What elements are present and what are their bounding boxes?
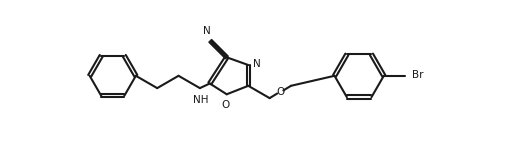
Text: O: O bbox=[276, 87, 284, 97]
Text: NH: NH bbox=[192, 95, 208, 105]
Text: Br: Br bbox=[411, 70, 422, 80]
Text: N: N bbox=[203, 26, 211, 36]
Text: N: N bbox=[252, 59, 260, 69]
Text: O: O bbox=[221, 100, 230, 110]
